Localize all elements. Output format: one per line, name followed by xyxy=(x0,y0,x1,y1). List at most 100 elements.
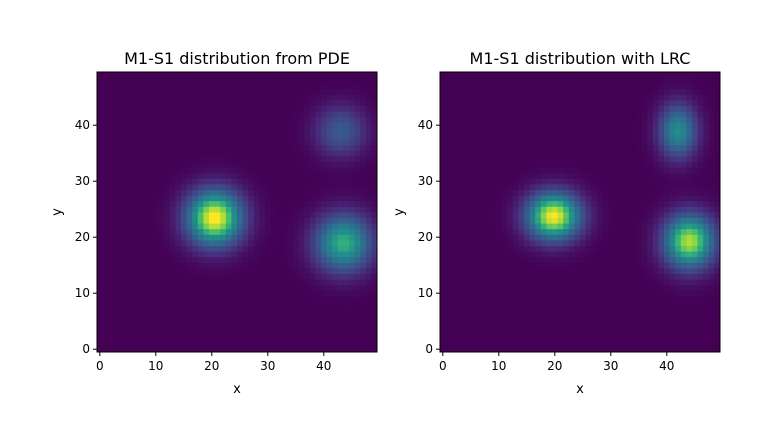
heatmap-cell xyxy=(136,228,143,235)
heatmap-cell xyxy=(293,296,299,302)
heatmap-cell xyxy=(304,312,311,319)
heatmap-cell xyxy=(468,301,474,308)
heatmap-cell xyxy=(293,94,299,101)
heatmap-cell xyxy=(169,262,176,269)
heatmap-cell xyxy=(203,273,210,280)
heatmap-cell xyxy=(136,346,143,353)
heatmap-cell xyxy=(192,128,199,134)
heatmap-cell xyxy=(287,195,294,202)
heatmap-cell xyxy=(197,329,204,336)
heatmap-cell xyxy=(602,329,609,336)
heatmap-cell xyxy=(636,251,642,258)
heatmap-cell xyxy=(624,273,631,280)
heatmap-cell xyxy=(680,156,687,162)
heatmap-cell xyxy=(624,301,631,308)
heatmap-cell xyxy=(664,329,670,336)
heatmap-cell xyxy=(304,318,311,325)
heatmap-cell xyxy=(125,195,131,202)
heatmap-cell xyxy=(343,178,350,185)
heatmap-cell xyxy=(203,290,210,297)
heatmap-cell xyxy=(641,88,648,95)
heatmap-cell xyxy=(697,217,704,224)
heatmap-cell xyxy=(546,128,553,134)
heatmap-cell xyxy=(636,223,642,230)
heatmap-cell xyxy=(501,301,508,308)
heatmap-cell xyxy=(360,307,367,314)
heatmap-cell xyxy=(664,100,670,106)
heatmap-cell xyxy=(529,312,536,319)
heatmap-cell xyxy=(608,251,614,258)
heatmap-cell xyxy=(209,251,215,258)
heatmap-cell xyxy=(473,111,480,118)
heatmap-cell xyxy=(281,223,288,230)
heatmap-cell xyxy=(119,234,126,241)
heatmap-cell xyxy=(287,212,294,218)
heatmap-cell xyxy=(518,228,525,235)
heatmap-cell xyxy=(287,128,294,134)
heatmap-cell xyxy=(613,262,620,269)
heatmap-cell xyxy=(501,77,508,84)
heatmap-cell xyxy=(692,139,698,146)
heatmap-cell xyxy=(664,161,670,168)
heatmap-cell xyxy=(552,200,558,207)
heatmap-cell xyxy=(242,189,249,196)
heatmap-cell xyxy=(141,167,148,174)
heatmap-cell xyxy=(664,268,670,274)
heatmap-cell xyxy=(265,178,271,185)
heatmap-cell xyxy=(164,329,171,336)
heatmap-cell xyxy=(237,279,243,286)
heatmap-cell xyxy=(242,206,249,213)
heatmap-cell xyxy=(349,72,355,78)
heatmap-cell xyxy=(253,301,260,308)
heatmap-cell xyxy=(141,116,148,123)
heatmap-cell xyxy=(304,284,311,291)
heatmap-cell xyxy=(203,223,210,230)
heatmap-cell xyxy=(108,279,115,286)
heatmap-cell xyxy=(496,279,502,286)
heatmap-cell xyxy=(147,105,154,112)
heatmap-cell xyxy=(580,100,586,106)
heatmap-cell xyxy=(298,206,305,213)
heatmap-cell xyxy=(563,245,570,252)
heatmap-cell xyxy=(349,262,355,269)
heatmap-cell xyxy=(270,100,277,106)
heatmap-cell xyxy=(343,139,350,146)
heatmap-cell xyxy=(220,172,227,179)
heatmap-cell xyxy=(354,105,361,112)
heatmap-cell xyxy=(248,161,255,168)
heatmap-cell xyxy=(529,172,536,179)
heatmap-cell xyxy=(214,228,221,235)
heatmap-cell xyxy=(315,133,322,140)
heatmap-cell xyxy=(158,296,165,302)
heatmap-cell xyxy=(664,290,670,297)
heatmap-cell xyxy=(253,206,260,213)
heatmap-cell xyxy=(225,301,232,308)
heatmap-cell xyxy=(580,245,586,252)
heatmap-cell xyxy=(349,268,355,274)
heatmap-cell xyxy=(664,83,670,90)
heatmap-cell xyxy=(574,340,581,347)
heatmap-cell xyxy=(608,133,614,140)
heatmap-cell xyxy=(298,273,305,280)
heatmap-cell xyxy=(529,279,536,286)
heatmap-cell xyxy=(321,301,327,308)
heatmap-cell xyxy=(613,228,620,235)
heatmap-cell xyxy=(697,133,704,140)
heatmap-cell xyxy=(484,212,491,218)
heatmap-cell xyxy=(630,206,637,213)
heatmap-cell xyxy=(619,296,626,302)
heatmap-cell xyxy=(636,307,642,314)
heatmap-cell xyxy=(326,262,333,269)
heatmap-cell xyxy=(158,279,165,286)
heatmap-cell xyxy=(596,122,603,129)
heatmap-cell xyxy=(231,189,238,196)
heatmap-cell xyxy=(113,105,120,112)
heatmap-cell xyxy=(164,94,171,101)
heatmap-cell xyxy=(225,200,232,207)
heatmap-cell xyxy=(484,217,491,224)
heatmap-cell xyxy=(113,273,120,280)
heatmap-cell xyxy=(445,290,452,297)
heatmap-cell xyxy=(596,228,603,235)
heatmap-cell xyxy=(602,94,609,101)
heatmap-cell xyxy=(354,324,361,330)
